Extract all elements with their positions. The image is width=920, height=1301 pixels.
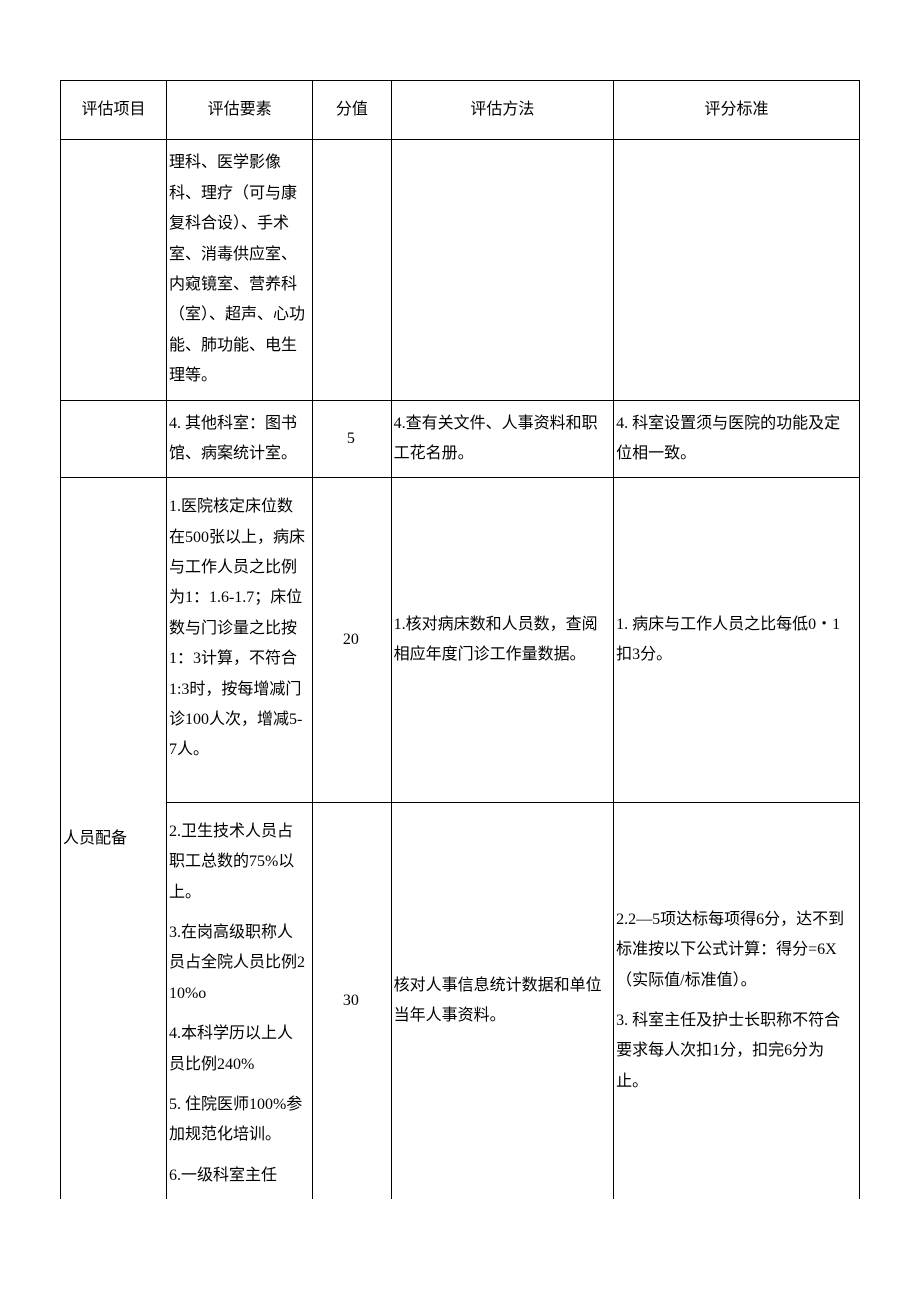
page: 评估项目 评估要素 分值 评估方法 评分标准 理科、医学影像科、理疗（可与康复科… — [0, 0, 920, 1199]
cell-element-p5: 6.一级科室主任 — [169, 1161, 308, 1191]
cell-element-p2: 3.在岗高级职称人员占全院人员比例210%o — [169, 918, 308, 1009]
cell-project — [61, 400, 167, 478]
cell-standard: 1. 病床与工作人员之比每低0・1扣3分。 — [614, 478, 860, 803]
cell-element: 理科、医学影像科、理疗（可与康复科合设）、手术室、消毒供应室、内窥镜室、营养科（… — [166, 140, 312, 400]
cell-element: 1.医院核定床位数在500张以上，病床与工作人员之比例为1：1.6-1.7；床位… — [166, 478, 312, 803]
col-header-project: 评估项目 — [61, 81, 167, 140]
col-header-score: 分值 — [313, 81, 391, 140]
table-row: 2.卫生技术人员占职工总数的75%以上。 3.在岗高级职称人员占全院人员比例21… — [61, 802, 860, 1199]
cell-element-p3: 4.本科学历以上人员比例240% — [169, 1019, 308, 1080]
evaluation-table: 评估项目 评估要素 分值 评估方法 评分标准 理科、医学影像科、理疗（可与康复科… — [60, 80, 860, 1199]
cell-score — [313, 140, 391, 400]
col-header-method: 评估方法 — [391, 81, 614, 140]
table-header-row: 评估项目 评估要素 分值 评估方法 评分标准 — [61, 81, 860, 140]
cell-element: 4. 其他科室：图书馆、病案统计室。 — [166, 400, 312, 478]
cell-element-p4: 5. 住院医师100%参加规范化培训。 — [169, 1090, 308, 1151]
cell-score: 30 — [313, 802, 391, 1199]
cell-standard — [614, 140, 860, 400]
cell-standard-p2: 3. 科室主任及护士长职称不符合要求每人次扣1分，扣完6分为止。 — [616, 1006, 855, 1097]
cell-method: 1.核对病床数和人员数，查阅相应年度门诊工作量数据。 — [391, 478, 614, 803]
cell-standard: 4. 科室设置须与医院的功能及定位相一致。 — [614, 400, 860, 478]
cell-method — [391, 140, 614, 400]
cell-score: 5 — [313, 400, 391, 478]
cell-element-p1: 2.卫生技术人员占职工总数的75%以上。 — [169, 817, 308, 908]
cell-project — [61, 140, 167, 400]
cell-method: 核对人事信息统计数据和单位当年人事资料。 — [391, 802, 614, 1199]
cell-score: 20 — [313, 478, 391, 803]
cell-standard-p1: 2.2—5项达标每项得6分，达不到标准按以下公式计算：得分=6X（实际值/标准值… — [616, 905, 855, 996]
col-header-element: 评估要素 — [166, 81, 312, 140]
cell-project: 人员配备 — [61, 478, 167, 1199]
table-row: 4. 其他科室：图书馆、病案统计室。 5 4.查有关文件、人事资料和职工花名册。… — [61, 400, 860, 478]
cell-method: 4.查有关文件、人事资料和职工花名册。 — [391, 400, 614, 478]
col-header-standard: 评分标准 — [614, 81, 860, 140]
cell-standard: 2.2—5项达标每项得6分，达不到标准按以下公式计算：得分=6X（实际值/标准值… — [614, 802, 860, 1199]
table-row: 理科、医学影像科、理疗（可与康复科合设）、手术室、消毒供应室、内窥镜室、营养科（… — [61, 140, 860, 400]
cell-element: 2.卫生技术人员占职工总数的75%以上。 3.在岗高级职称人员占全院人员比例21… — [166, 802, 312, 1199]
table-row: 人员配备 1.医院核定床位数在500张以上，病床与工作人员之比例为1：1.6-1… — [61, 478, 860, 803]
